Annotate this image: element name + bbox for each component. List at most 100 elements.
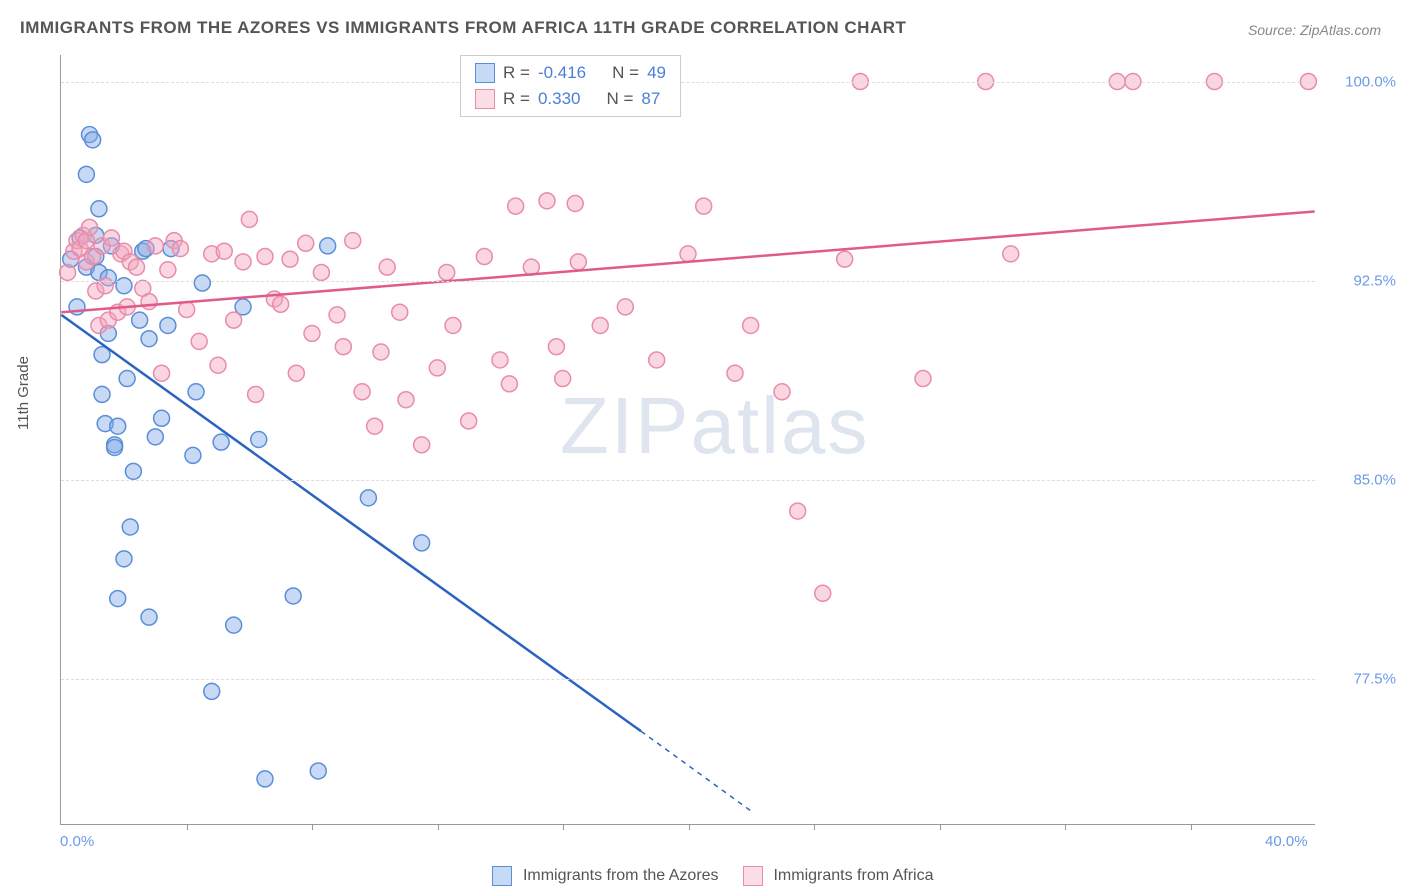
data-point [727, 365, 743, 381]
x-tick-mark [814, 824, 815, 830]
data-point [154, 410, 170, 426]
data-point [335, 339, 351, 355]
data-point [567, 196, 583, 212]
data-point [373, 344, 389, 360]
data-point [103, 230, 119, 246]
data-point [154, 365, 170, 381]
data-point [501, 376, 517, 392]
data-point [85, 132, 101, 148]
data-point [696, 198, 712, 214]
data-point [649, 352, 665, 368]
data-point [617, 299, 633, 315]
swatch-azores-bottom [492, 866, 512, 886]
data-point [285, 588, 301, 604]
data-point [226, 312, 242, 328]
data-point [360, 490, 376, 506]
chart-title: IMMIGRANTS FROM THE AZORES VS IMMIGRANTS… [20, 18, 906, 38]
trend-line-extrapolated [641, 731, 751, 811]
data-point [94, 386, 110, 402]
data-point [160, 317, 176, 333]
swatch-africa [475, 89, 495, 109]
swatch-azores [475, 63, 495, 83]
data-point [354, 384, 370, 400]
x-tick-mark [312, 824, 313, 830]
data-point [235, 254, 251, 270]
data-point [91, 201, 107, 217]
data-point [680, 246, 696, 262]
data-point [313, 264, 329, 280]
scatter-svg [61, 55, 1315, 824]
x-tick-mark [187, 824, 188, 830]
legend-row-africa: R = 0.330 N = 87 [475, 86, 666, 112]
data-point [226, 617, 242, 633]
data-point [282, 251, 298, 267]
data-point [78, 166, 94, 182]
x-tick-mark [438, 824, 439, 830]
gridline [61, 480, 1315, 481]
data-point [122, 519, 138, 535]
data-point [185, 447, 201, 463]
x-tick-label: 40.0% [1265, 833, 1308, 850]
series-legend: Immigrants from the Azores Immigrants fr… [0, 866, 1406, 886]
data-point [125, 463, 141, 479]
gridline [61, 679, 1315, 680]
data-point [129, 259, 145, 275]
data-point [815, 585, 831, 601]
data-point [132, 312, 148, 328]
data-point [210, 357, 226, 373]
data-point [191, 333, 207, 349]
data-point [1003, 246, 1019, 262]
swatch-africa-bottom [743, 866, 763, 886]
data-point [194, 275, 210, 291]
legend-label-azores: Immigrants from the Azores [523, 867, 719, 884]
data-point [429, 360, 445, 376]
data-point [398, 392, 414, 408]
data-point [273, 296, 289, 312]
gridline [61, 82, 1315, 83]
data-point [320, 238, 336, 254]
data-point [141, 331, 157, 347]
data-point [119, 371, 135, 387]
data-point [179, 302, 195, 318]
data-point [110, 418, 126, 434]
data-point [445, 317, 461, 333]
y-tick-label: 77.5% [1353, 670, 1396, 687]
data-point [379, 259, 395, 275]
data-point [837, 251, 853, 267]
data-point [743, 317, 759, 333]
data-point [172, 241, 188, 257]
gridline [61, 281, 1315, 282]
data-point [774, 384, 790, 400]
data-point [492, 352, 508, 368]
data-point [257, 771, 273, 787]
x-tick-mark [1065, 824, 1066, 830]
data-point [539, 193, 555, 209]
data-point [141, 294, 157, 310]
data-point [310, 763, 326, 779]
data-point [508, 198, 524, 214]
data-point [288, 365, 304, 381]
data-point [204, 683, 220, 699]
data-point [790, 503, 806, 519]
data-point [570, 254, 586, 270]
data-point [367, 418, 383, 434]
data-point [160, 262, 176, 278]
data-point [345, 233, 361, 249]
correlation-legend: R = -0.416 N = 49 R = 0.330 N = 87 [460, 55, 681, 117]
x-tick-mark [689, 824, 690, 830]
data-point [414, 535, 430, 551]
data-point [915, 371, 931, 387]
data-point [461, 413, 477, 429]
data-point [329, 307, 345, 323]
data-point [141, 609, 157, 625]
y-tick-label: 92.5% [1353, 272, 1396, 289]
data-point [110, 591, 126, 607]
y-tick-label: 85.0% [1353, 471, 1396, 488]
x-tick-mark [940, 824, 941, 830]
data-point [476, 249, 492, 265]
data-point [216, 243, 232, 259]
data-point [188, 384, 204, 400]
data-point [116, 551, 132, 567]
x-tick-mark [1191, 824, 1192, 830]
data-point [248, 386, 264, 402]
